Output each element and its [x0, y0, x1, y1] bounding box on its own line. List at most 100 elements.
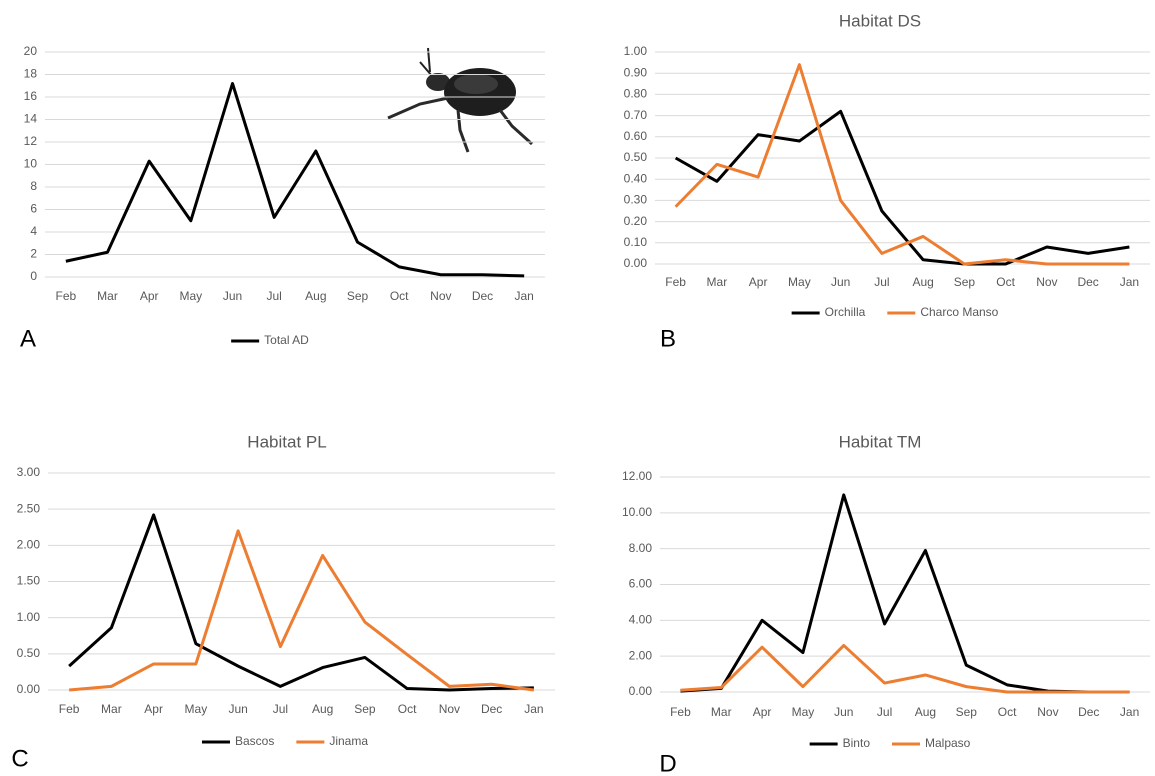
y-tick-label: 20 [24, 44, 38, 58]
y-tick-label: 16 [24, 89, 38, 103]
chart-panel: A 0 2 4 6 8 10 12 14 16 18 20 Feb Mar Apr May Jun Jul Aug S… [20, 44, 545, 352]
y-tick-label: 0.30 [624, 193, 648, 207]
x-tick-label: Nov [1036, 275, 1057, 289]
legend-label: Binto [843, 736, 871, 750]
legend: Orchilla Charco Manso [791, 305, 999, 319]
y-tick-label: 0.10 [624, 235, 648, 249]
y-tick-label: 4 [30, 224, 37, 238]
y-tick-label: 8.00 [629, 541, 653, 555]
legend-label: Jinama [329, 734, 368, 748]
legend-label: Charco Manso [920, 305, 998, 319]
legend-label: Orchilla [825, 305, 866, 319]
x-tick-label: Feb [55, 289, 76, 303]
x-tick-label: May [788, 275, 811, 289]
panel-label: C [11, 745, 28, 772]
x-tick-label: Oct [996, 275, 1015, 289]
beetle-illustration [387, 47, 534, 153]
legend: Binto Malpaso [809, 736, 971, 750]
y-tick-label: 0.00 [629, 684, 653, 698]
y-tick-label: 0.50 [17, 646, 41, 660]
legend-label: Total AD [264, 333, 309, 347]
x-tick-label: Aug [912, 275, 933, 289]
x-tick-label: Jul [273, 702, 288, 716]
x-tick-label: Nov [1037, 705, 1058, 719]
y-tick-label: 0.80 [624, 87, 648, 101]
x-tick-label: Oct [390, 289, 409, 303]
x-tick-label: May [185, 702, 208, 716]
y-tick-label: 10.00 [622, 505, 652, 519]
y-tick-label: 0.00 [624, 256, 648, 270]
y-tick-label: 1.00 [17, 610, 41, 624]
chart-title: Habitat TM [839, 432, 922, 451]
x-tick-label: Sep [354, 702, 376, 716]
series-line [68, 513, 534, 692]
x-tick-label: Nov [439, 702, 460, 716]
y-tick-label: 2.00 [629, 648, 653, 662]
x-tick-label: Oct [398, 702, 417, 716]
chart-title: Habitat PL [247, 432, 326, 451]
x-tick-label: Jun [834, 705, 853, 719]
y-tick-label: 6 [30, 202, 37, 216]
x-tick-label: Dec [472, 289, 493, 303]
y-tick-label: 0 [30, 269, 37, 283]
y-tick-label: 14 [24, 112, 38, 126]
y-tick-label: 2 [30, 247, 37, 261]
x-tick-label: Feb [670, 705, 691, 719]
y-tick-label: 2.00 [17, 538, 41, 552]
x-tick-label: Mar [101, 702, 122, 716]
y-tick-label: 12.00 [622, 469, 652, 483]
x-tick-label: Apr [749, 275, 768, 289]
series-line [674, 63, 1130, 266]
x-tick-label: Jan [524, 702, 543, 716]
y-tick-label: 0.90 [624, 65, 648, 79]
series-line [680, 643, 1130, 694]
x-tick-label: Sep [956, 705, 978, 719]
x-tick-label: Jun [223, 289, 242, 303]
x-tick-label: Aug [312, 702, 333, 716]
y-tick-label: 2.50 [17, 501, 41, 515]
x-tick-label: Nov [430, 289, 451, 303]
panel-label: B [660, 325, 676, 352]
legend-label: Bascos [235, 734, 274, 748]
chart-panel: Habitat DS B 0.00 0.10 0.20 0.30 0.40 0.50 0.60 0… [624, 11, 1150, 352]
y-tick-label: 0.60 [624, 129, 648, 143]
x-tick-label: Mar [707, 275, 728, 289]
chart-panel: Habitat PL C 0.00 0.50 1.00 1.50 2.00 2.50 3.00 F… [11, 432, 555, 772]
y-tick-label: 6.00 [629, 577, 653, 591]
x-tick-label: Mar [97, 289, 118, 303]
y-tick-label: 0.70 [624, 108, 648, 122]
x-tick-label: Oct [998, 705, 1017, 719]
panel-label: D [659, 750, 676, 776]
x-tick-label: Jul [266, 289, 281, 303]
y-tick-label: 1.50 [17, 574, 41, 588]
series-line [68, 529, 535, 692]
y-tick-label: 4.00 [629, 613, 653, 627]
x-tick-label: Dec [1077, 275, 1098, 289]
x-tick-label: Jan [514, 289, 533, 303]
legend: Total AD [231, 333, 309, 347]
x-tick-label: Apr [140, 289, 159, 303]
x-tick-label: Mar [711, 705, 732, 719]
chart-title: Habitat DS [839, 11, 921, 30]
x-tick-label: Aug [305, 289, 326, 303]
x-tick-label: Dec [1078, 705, 1099, 719]
x-tick-label: Apr [144, 702, 163, 716]
x-tick-label: May [792, 705, 815, 719]
x-tick-label: Apr [753, 705, 772, 719]
x-tick-label: Sep [954, 275, 976, 289]
legend-label: Malpaso [925, 736, 971, 750]
y-tick-label: 10 [24, 157, 38, 171]
x-tick-label: Jan [1120, 275, 1139, 289]
x-tick-label: Jul [874, 275, 889, 289]
x-tick-label: Feb [59, 702, 80, 716]
x-tick-label: Dec [481, 702, 502, 716]
series-line [674, 109, 1130, 266]
y-tick-label: 1.00 [624, 44, 648, 58]
x-tick-label: Jun [228, 702, 247, 716]
x-tick-label: Jul [877, 705, 892, 719]
y-tick-label: 8 [30, 179, 37, 193]
y-tick-label: 0.40 [624, 171, 648, 185]
x-tick-label: Feb [665, 275, 686, 289]
series-line [65, 82, 525, 278]
